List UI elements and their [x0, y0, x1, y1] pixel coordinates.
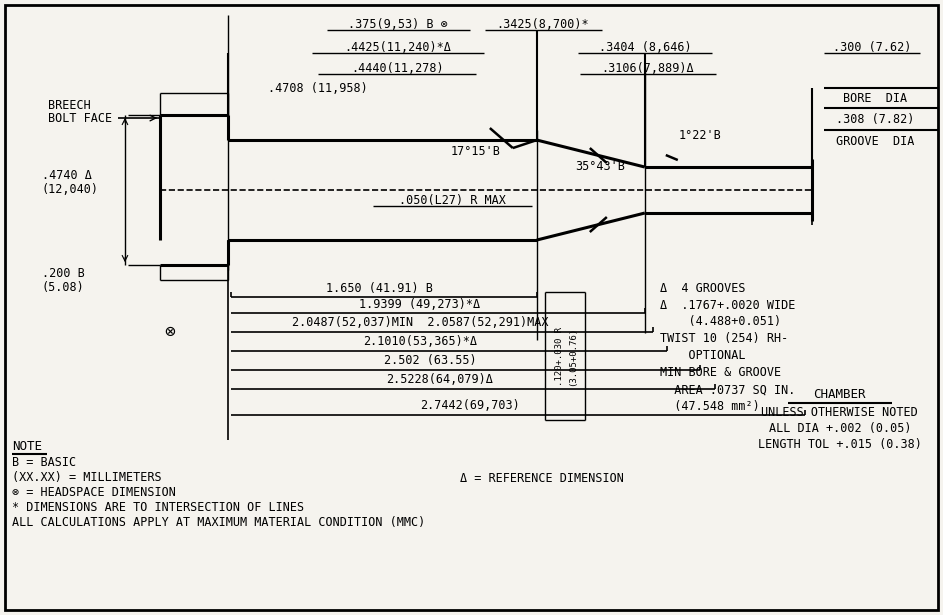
- Text: .4425(11,240)*Δ: .4425(11,240)*Δ: [344, 41, 452, 54]
- Text: (12,040): (12,040): [42, 183, 99, 196]
- Text: Δ = REFERENCE DIMENSION: Δ = REFERENCE DIMENSION: [460, 472, 623, 485]
- Text: .3404 (8,646): .3404 (8,646): [599, 41, 691, 54]
- Text: OPTIONAL: OPTIONAL: [660, 349, 745, 362]
- Text: .200 B: .200 B: [42, 266, 85, 279]
- Text: .4440(11,278): .4440(11,278): [352, 62, 444, 74]
- Text: 1°22'B: 1°22'B: [678, 129, 721, 141]
- Text: LENGTH TOL +.015 (0.38): LENGTH TOL +.015 (0.38): [758, 438, 921, 451]
- Text: UNLESS OTHERWISE NOTED: UNLESS OTHERWISE NOTED: [761, 407, 918, 419]
- Text: 2.502 (63.55): 2.502 (63.55): [384, 354, 476, 368]
- Text: Δ  .1767+.0020 WIDE: Δ .1767+.0020 WIDE: [660, 298, 795, 312]
- Text: (XX.XX) = MILLIMETERS: (XX.XX) = MILLIMETERS: [12, 472, 161, 485]
- Text: NOTE: NOTE: [12, 440, 42, 453]
- Text: 1.650 (41.91) B: 1.650 (41.91) B: [326, 282, 434, 295]
- Text: ALL DIA +.002 (0.05): ALL DIA +.002 (0.05): [769, 423, 911, 435]
- Text: 2.5228(64,079)Δ: 2.5228(64,079)Δ: [387, 373, 493, 386]
- Text: .050(L27) R MAX: .050(L27) R MAX: [400, 194, 506, 207]
- Text: BREECH: BREECH: [48, 98, 91, 111]
- Text: CHAMBER: CHAMBER: [814, 389, 866, 402]
- Text: AREA .0737 SQ IN.: AREA .0737 SQ IN.: [660, 384, 795, 397]
- Text: .120+.030 R: .120+.030 R: [555, 327, 564, 386]
- Text: .3106(7,889)Δ: .3106(7,889)Δ: [602, 62, 694, 74]
- Text: .375(9,53) B ⊗: .375(9,53) B ⊗: [348, 18, 448, 31]
- Text: 2.0487(52,037)MIN  2.0587(52,291)MAX: 2.0487(52,037)MIN 2.0587(52,291)MAX: [291, 317, 548, 330]
- Text: 17°15'B: 17°15'B: [451, 145, 501, 157]
- Text: Δ  4 GROOVES: Δ 4 GROOVES: [660, 282, 745, 295]
- Text: MIN BORE & GROOVE: MIN BORE & GROOVE: [660, 367, 781, 379]
- Text: * DIMENSIONS ARE TO INTERSECTION OF LINES: * DIMENSIONS ARE TO INTERSECTION OF LINE…: [12, 501, 305, 514]
- Text: 35°43'B: 35°43'B: [575, 159, 625, 173]
- Text: BORE  DIA: BORE DIA: [843, 92, 907, 105]
- Text: .308 (7.82): .308 (7.82): [835, 113, 914, 125]
- Text: 2.1010(53,365)*Δ: 2.1010(53,365)*Δ: [363, 336, 477, 349]
- Text: B = BASIC: B = BASIC: [12, 456, 76, 469]
- Text: .3425(8,700)*: .3425(8,700)*: [497, 18, 589, 31]
- Text: ⊗: ⊗: [164, 323, 175, 341]
- Text: (4.488+0.051): (4.488+0.051): [660, 315, 781, 328]
- Text: 2.7442(69,703): 2.7442(69,703): [420, 400, 520, 413]
- Text: .300 (7.62): .300 (7.62): [833, 41, 911, 54]
- Text: TWIST 10 (254) RH-: TWIST 10 (254) RH-: [660, 333, 788, 346]
- Text: BOLT FACE: BOLT FACE: [48, 111, 112, 125]
- Text: (47.548 mm²): (47.548 mm²): [660, 400, 759, 413]
- Text: .4740 Δ: .4740 Δ: [42, 169, 91, 181]
- Text: .4708 (11,958): .4708 (11,958): [268, 82, 368, 95]
- Text: ALL CALCULATIONS APPLY AT MAXIMUM MATERIAL CONDITION (MMC): ALL CALCULATIONS APPLY AT MAXIMUM MATERI…: [12, 517, 425, 530]
- Text: GROOVE  DIA: GROOVE DIA: [835, 135, 914, 148]
- Text: (3.05+0.76): (3.05+0.76): [569, 327, 577, 386]
- Text: (5.08): (5.08): [42, 280, 85, 293]
- Text: 1.9399 (49,273)*Δ: 1.9399 (49,273)*Δ: [359, 298, 480, 311]
- Text: ⊗ = HEADSPACE DIMENSION: ⊗ = HEADSPACE DIMENSION: [12, 486, 176, 499]
